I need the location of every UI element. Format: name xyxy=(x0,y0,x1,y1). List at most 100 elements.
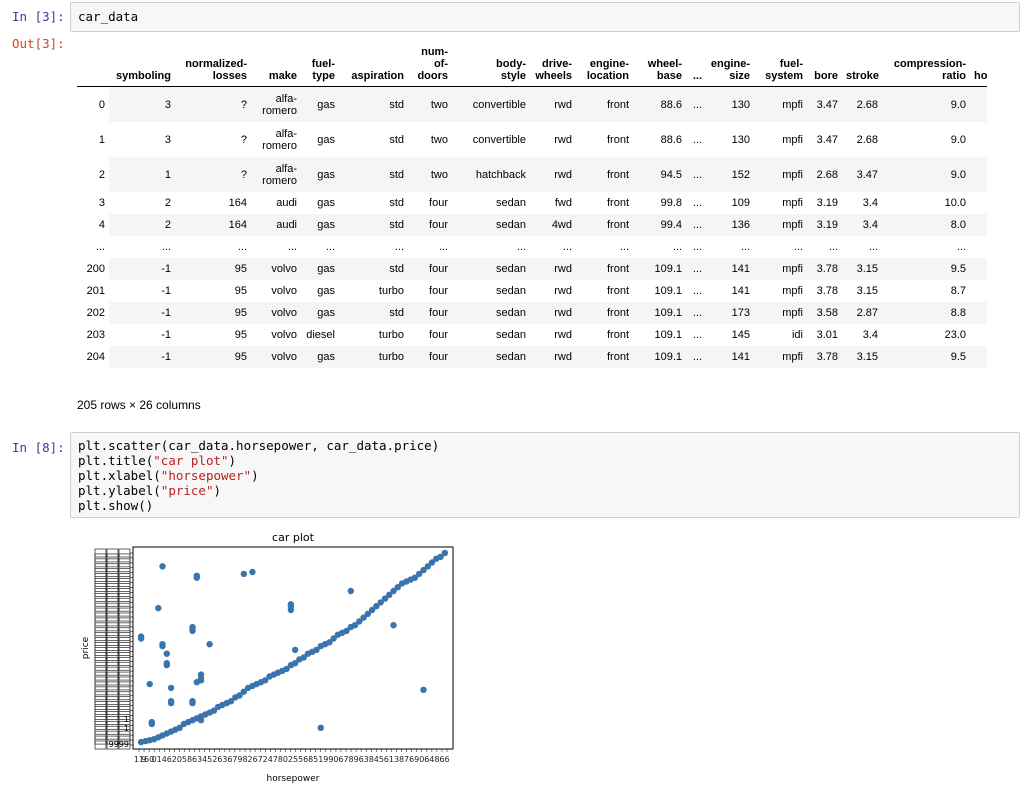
scatter-point xyxy=(197,717,205,724)
y-tick-label-glyph xyxy=(94,686,107,696)
table-cell: ... xyxy=(793,241,803,253)
scatter-point xyxy=(386,591,393,598)
table-cell: front xyxy=(576,258,633,280)
table-cell: 3.47 xyxy=(816,133,838,146)
y-axis-label: price xyxy=(81,636,91,659)
table-cell: gas xyxy=(301,302,339,324)
table-cell: std xyxy=(339,258,408,280)
y-tick-label-glyph xyxy=(94,583,107,592)
table-cell: 95 xyxy=(175,346,251,368)
column-header: fuel-system xyxy=(754,46,807,87)
table-cell: 2.68 xyxy=(807,157,842,192)
scatter-point xyxy=(441,549,449,557)
y-tick-label-glyph xyxy=(118,706,131,715)
y-tick-label-glyph xyxy=(118,617,131,627)
scatter-point xyxy=(146,680,153,688)
table-cell: 3.58 xyxy=(807,302,842,324)
scatter-point xyxy=(381,595,389,602)
y-tick-label-glyph xyxy=(118,583,131,592)
y-tick-label-glyph xyxy=(118,711,131,720)
column-header: engine-location xyxy=(576,46,633,87)
x-tick-label: 5 xyxy=(293,755,298,764)
table-row: 204 -1 95 volvo gas turbo four sedan rwd front 109… xyxy=(77,346,987,368)
code-line: plt.title("car plot") xyxy=(78,453,237,468)
x-tick-label: 8 xyxy=(308,755,313,764)
table-cell: audi xyxy=(276,197,297,209)
scatter-plot: car plot horsepower price 1 1 9999 11 9 60 0 1 4 6 2 0… xyxy=(78,527,458,792)
table-cell: alfa-romero xyxy=(251,157,301,192)
table-cell: four xyxy=(429,197,448,209)
table-cell: gas xyxy=(301,346,339,368)
y-tick-label-glyph xyxy=(106,730,119,740)
table-cell xyxy=(970,86,987,122)
table-cell: front xyxy=(576,214,633,236)
table-cell: rwd xyxy=(530,86,576,122)
scatter-point xyxy=(428,559,436,566)
table-row: ........................................… xyxy=(77,236,987,258)
table-cell xyxy=(970,236,987,258)
x-tick-label: 8 xyxy=(278,755,283,764)
table-cell: audi xyxy=(251,214,301,236)
scatter-point xyxy=(167,699,175,707)
scatter-point xyxy=(249,568,256,576)
table-cell: 3.47 xyxy=(807,86,842,122)
y-tick-label-glyph xyxy=(94,681,107,691)
cell2-code-input[interactable] xyxy=(70,432,1020,518)
table-cell: 8.7 xyxy=(950,285,966,297)
y-tick-label-glyph xyxy=(106,548,119,558)
y-tick-label-glyph xyxy=(106,583,119,592)
scatter-point xyxy=(287,606,295,614)
table-cell: ... xyxy=(686,86,706,122)
x-tick-label: 6 xyxy=(424,755,429,764)
table-cell: 109.1 xyxy=(633,346,686,368)
x-tick-label: 9 xyxy=(142,755,147,764)
x-tick-label: 6 xyxy=(409,755,414,764)
column-header: bore xyxy=(807,46,842,87)
table-cell xyxy=(970,192,987,214)
table-cell: 3.15 xyxy=(856,285,878,297)
table-cell: 145 xyxy=(731,329,750,341)
table-cell xyxy=(970,157,987,192)
x-tick-label: 4 xyxy=(268,755,273,764)
scatter-point xyxy=(236,692,243,699)
column-header: ... xyxy=(686,46,706,87)
x-tick-label: 11 xyxy=(134,755,144,764)
y-tick-label-glyph xyxy=(106,720,119,730)
column-header: make xyxy=(251,46,301,87)
y-tick-label-glyph xyxy=(94,627,107,637)
table-cell: 3.19 xyxy=(816,197,838,209)
x-tick-label: 6 xyxy=(439,755,444,764)
scatter-point xyxy=(291,646,299,654)
table-cell: -1 xyxy=(109,258,175,280)
row-index: 2 xyxy=(98,168,105,181)
x-tick-label: 0 xyxy=(283,755,288,764)
y-tick-label-glyph xyxy=(118,573,131,582)
table-cell: 95 xyxy=(175,302,251,324)
y-tick-label-glyph xyxy=(106,706,119,715)
y-tick-label-glyph xyxy=(94,558,107,568)
scatter-point xyxy=(411,574,419,581)
table-cell: 9.5 xyxy=(882,346,970,368)
y-tick-label-glyph xyxy=(94,642,107,651)
table-cell: 4wd xyxy=(530,214,576,236)
table-cell: front xyxy=(576,302,633,324)
x-tick-label: 7 xyxy=(232,755,237,764)
table-cell: -1 xyxy=(109,302,175,324)
x-tick-label: 7 xyxy=(343,755,348,764)
table-cell: two xyxy=(408,157,452,192)
table-row: 203 -1 95 volvo diesel turbo four sedan rwd front… xyxy=(77,324,987,346)
table-cell: fwd xyxy=(554,197,572,209)
x-tick-label: 8 xyxy=(369,755,374,764)
table-cell: 109.1 xyxy=(654,285,682,297)
table-cell: std xyxy=(339,86,408,122)
table-cell: gas xyxy=(301,214,339,236)
column-header: engine-size xyxy=(706,46,754,87)
cell1-code-input[interactable] xyxy=(70,2,1020,32)
y-tick-label-glyph xyxy=(118,563,131,573)
table-cell: 136 xyxy=(706,214,754,236)
y-tick-label-glyph xyxy=(94,656,107,666)
table-cell: 3 xyxy=(164,133,171,146)
table-cell: mpfi xyxy=(782,197,803,209)
table-cell: four xyxy=(408,214,452,236)
scatter-point xyxy=(137,633,145,640)
